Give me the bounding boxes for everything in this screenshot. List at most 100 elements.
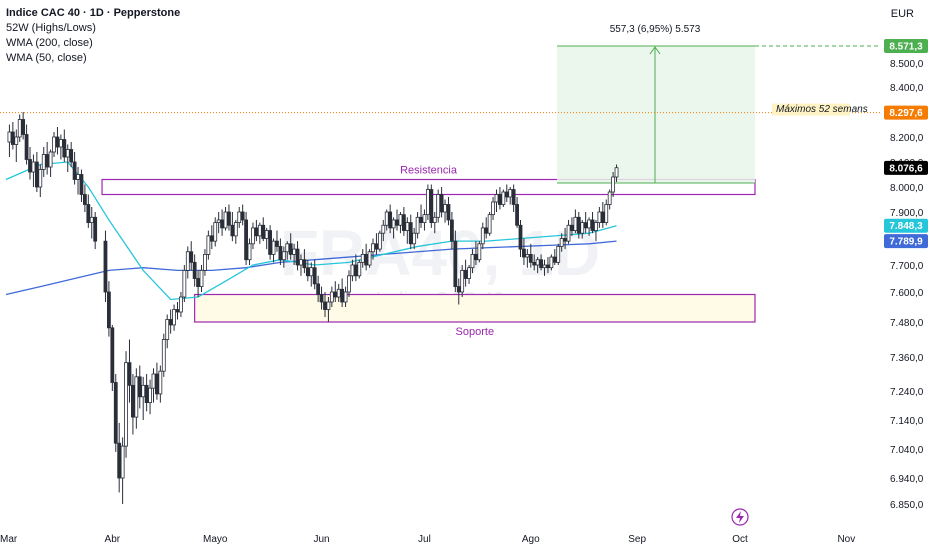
indicator-wma50[interactable]: WMA (50, close) <box>6 52 87 64</box>
y-tick-label[interactable]: 8.200,0 <box>890 133 924 144</box>
y-tick-label[interactable]: 8.400,0 <box>890 83 924 94</box>
indicator-52w[interactable]: 52W (Highs/Lows) <box>6 22 96 34</box>
candle-body <box>233 222 238 237</box>
candle <box>251 222 255 250</box>
y-tick-label[interactable]: 7.040,0 <box>890 445 924 456</box>
candle-body <box>467 267 471 279</box>
price-tags: 8.571,3 8.297,6 8.076,6 7.848,3 7.789,9 <box>884 39 928 249</box>
candle-body <box>398 214 403 226</box>
candle-body <box>89 216 94 224</box>
y-tick-label[interactable]: 8.000,0 <box>890 183 924 194</box>
candle <box>323 292 327 317</box>
candle <box>501 189 506 207</box>
candle-body <box>412 232 417 245</box>
candle-body <box>381 224 386 234</box>
candle <box>522 238 526 265</box>
candle-body <box>24 134 29 160</box>
y-tick-label[interactable]: 6.850,0 <box>890 500 924 511</box>
candle <box>350 259 355 282</box>
candle-body <box>573 216 578 231</box>
candle-body <box>192 261 197 279</box>
candle <box>17 114 22 142</box>
y-tick-label[interactable]: 7.240,0 <box>890 387 924 398</box>
candle <box>594 219 598 242</box>
candle-body <box>227 211 231 226</box>
candle-body <box>604 204 609 224</box>
candle-body <box>463 269 468 279</box>
candle-body <box>254 227 259 237</box>
candle-body <box>127 362 132 386</box>
candle <box>453 230 458 292</box>
candle <box>271 238 276 263</box>
candle <box>425 184 430 220</box>
y-tick-label[interactable]: 7.140,0 <box>890 416 924 427</box>
candle <box>467 265 471 284</box>
candle <box>227 204 231 231</box>
symbol-title[interactable]: Indice CAC 40 · 1D · Pepperstone <box>6 7 181 19</box>
candle <box>583 212 588 234</box>
candle-body <box>439 194 444 213</box>
y-tick-label[interactable]: 8.500,0 <box>890 59 924 70</box>
candle <box>319 286 324 310</box>
high-52w-label: Máximos 52 semans <box>776 104 868 115</box>
x-tick-label[interactable]: Nov <box>837 534 855 545</box>
candle-body <box>518 224 523 250</box>
candle <box>446 197 451 226</box>
price-tag: 8.571,3 <box>884 39 928 53</box>
candle-body <box>590 219 595 231</box>
y-tick-label[interactable]: 7.700,0 <box>890 261 924 272</box>
candle <box>254 219 259 242</box>
candle <box>158 365 163 403</box>
price-tag: 8.076,6 <box>884 160 928 175</box>
candle-body <box>309 267 314 277</box>
x-tick-label[interactable]: Sep <box>628 534 646 545</box>
x-tick-label[interactable]: Mar <box>0 534 18 545</box>
candle-body <box>179 296 183 313</box>
candle-body <box>117 442 122 479</box>
candle <box>535 257 540 274</box>
y-tick-label[interactable]: 7.600,0 <box>890 288 924 299</box>
y-tick-label[interactable]: 7.900,0 <box>890 208 924 219</box>
candle-body <box>436 194 441 218</box>
price-tag-label: 8.076,6 <box>889 163 923 174</box>
candle <box>34 152 39 192</box>
currency-label[interactable]: EUR <box>890 8 914 20</box>
candle <box>388 204 393 234</box>
x-tick-label[interactable]: Jul <box>418 534 431 545</box>
candle-body <box>395 219 399 226</box>
candle <box>41 147 46 177</box>
y-tick-label[interactable]: 7.360,0 <box>890 353 924 364</box>
candle <box>395 209 399 231</box>
candle <box>525 249 530 268</box>
candle <box>415 212 420 239</box>
candle <box>168 309 173 334</box>
time-axis[interactable]: Mar Abr Mayo Jun Jul Ago Sep Oct Nov <box>0 534 855 545</box>
candle-body <box>31 161 36 173</box>
candle <box>480 222 485 250</box>
candle <box>192 254 197 287</box>
candle <box>216 212 221 234</box>
y-tick-label[interactable]: 7.480,0 <box>890 318 924 329</box>
x-tick-label[interactable]: Oct <box>732 534 748 545</box>
candle-body <box>206 235 211 255</box>
candle <box>292 243 297 265</box>
events-icon[interactable] <box>731 508 749 526</box>
candle <box>360 249 365 268</box>
x-tick-label[interactable]: Jun <box>313 534 329 545</box>
x-tick-label[interactable]: Ago <box>522 534 540 545</box>
candle-body <box>82 194 87 205</box>
x-tick-label[interactable]: Mayo <box>203 534 228 545</box>
candle-body <box>38 169 43 188</box>
candle <box>580 219 585 239</box>
candle-body <box>41 154 46 170</box>
candle-body <box>257 224 262 237</box>
candle <box>429 184 434 228</box>
price-tag-label: 8.297,6 <box>889 108 923 119</box>
candle-body <box>511 189 516 205</box>
indicator-wma200[interactable]: WMA (200, close) <box>6 37 93 49</box>
x-tick-label[interactable]: Abr <box>105 534 121 545</box>
candle-body <box>494 194 499 203</box>
candle-body <box>607 191 612 205</box>
y-tick-label[interactable]: 6.940,0 <box>890 474 924 485</box>
